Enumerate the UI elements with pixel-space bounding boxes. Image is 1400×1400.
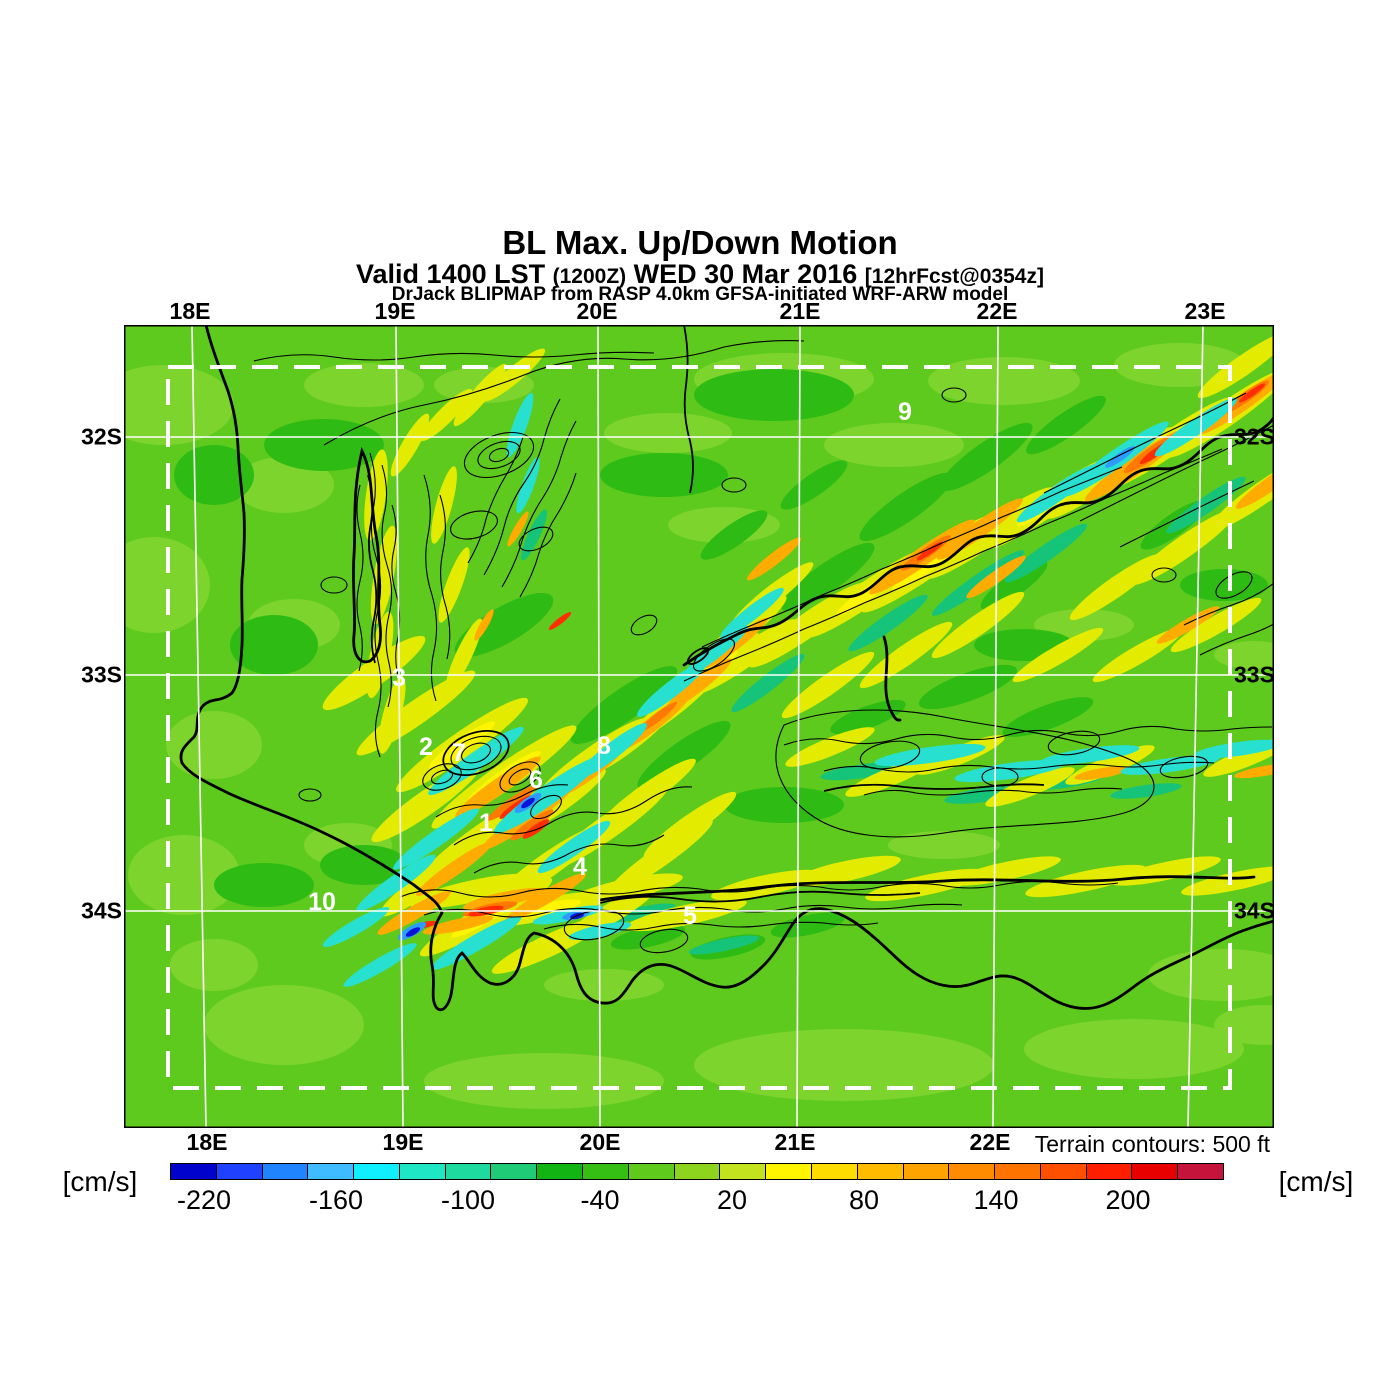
colorbar-segment bbox=[994, 1164, 1040, 1179]
colorbar-tick-label: 80 bbox=[848, 1185, 880, 1215]
latlon-grid bbox=[124, 324, 1274, 1129]
lon-label-top-22e: 22E bbox=[976, 298, 1018, 324]
lon-label-top-20e: 20E bbox=[576, 298, 618, 324]
lon-label-top-18e: 18E bbox=[169, 298, 211, 324]
colorbar-segment bbox=[171, 1164, 216, 1179]
colorbar-tick-label: -40 bbox=[580, 1185, 620, 1215]
lon-label-top-19e: 19E bbox=[374, 298, 416, 324]
colorbar-segment bbox=[215, 1164, 262, 1179]
colorbar-segment bbox=[810, 1164, 857, 1179]
colorbar-segment bbox=[856, 1164, 903, 1179]
map-frame: 1 2 3 4 5 6 7 8 9 10 bbox=[94, 323, 1315, 1129]
forecast-tag: [12hrFcst@0354z] bbox=[864, 265, 1044, 288]
colorbar-segment bbox=[1177, 1164, 1223, 1179]
terrain-contours-thin bbox=[253, 340, 1289, 954]
colorbar-segment bbox=[444, 1164, 491, 1179]
model-line: DrJack BLIPMAP from RASP 4.0km GFSA-init… bbox=[391, 284, 1009, 305]
colorbar-segment bbox=[353, 1164, 399, 1179]
lat-label-right-34s: 34S bbox=[1234, 897, 1275, 924]
colorbar-segment bbox=[1131, 1164, 1178, 1179]
lat-label-left-32s: 32S bbox=[81, 423, 122, 450]
model-domain-outline bbox=[166, 365, 1232, 1090]
colorbar-tick-label: -100 bbox=[440, 1185, 496, 1215]
valid-time-line: Valid 1400 LST (1200Z) WED 30 Mar 2016 [… bbox=[0, 259, 1400, 290]
colorbar-segment bbox=[1039, 1164, 1086, 1179]
valid-zulu: (1200Z) bbox=[552, 265, 627, 288]
colorbar-unit-left: [cm/s] bbox=[62, 1166, 138, 1197]
cederberg-ridge bbox=[352, 446, 382, 664]
coastline bbox=[179, 323, 1276, 1012]
site-label-9: 9 bbox=[898, 398, 912, 426]
lat-label-right-33s: 33S bbox=[1234, 661, 1275, 688]
site-label-6: 6 bbox=[529, 766, 543, 794]
lon-label-top-21e: 21E bbox=[779, 298, 821, 324]
site-labels: 1 2 3 4 5 6 7 8 9 10 bbox=[308, 398, 912, 930]
colorbar-segment bbox=[1085, 1164, 1132, 1179]
colorbar-segment bbox=[582, 1164, 628, 1179]
lat-label-right-32s: 32S bbox=[1234, 423, 1275, 450]
terrain-note: Terrain contours: 500 ft bbox=[1034, 1131, 1270, 1157]
site-label-5: 5 bbox=[683, 902, 697, 930]
colorbar-segment bbox=[719, 1164, 766, 1179]
site-label-8: 8 bbox=[597, 732, 611, 760]
map-canvas: 1 2 3 4 5 6 7 8 9 10 bbox=[94, 323, 1315, 1129]
colorbar-segment bbox=[627, 1164, 674, 1179]
colorbar-segment bbox=[902, 1164, 949, 1179]
site-label-1: 1 bbox=[479, 809, 493, 837]
map-border bbox=[124, 325, 1274, 1128]
lon-label-bottom-22e: 22E bbox=[969, 1129, 1011, 1155]
page-title: BL Max. Up/Down Motion bbox=[502, 224, 898, 261]
colorbar-segment bbox=[536, 1164, 583, 1179]
terrain-contours-thick bbox=[179, 323, 1276, 1012]
lon-label-bottom-18e: 18E bbox=[186, 1129, 228, 1155]
colorbar-segment bbox=[948, 1164, 995, 1179]
colorbar-segment bbox=[398, 1164, 445, 1179]
colorbar-segment bbox=[490, 1164, 537, 1179]
lon-label-bottom-19e: 19E bbox=[382, 1129, 424, 1155]
lon-label-bottom-21e: 21E bbox=[774, 1129, 816, 1155]
lon-label-bottom-20e: 20E bbox=[579, 1129, 621, 1155]
colorbar-segments bbox=[170, 1163, 1224, 1180]
colorbar-segment bbox=[765, 1164, 811, 1179]
colorbar-tick-label: 20 bbox=[716, 1185, 748, 1215]
sink-moderate-patches bbox=[520, 476, 1246, 955]
colorbar-tick-label: 140 bbox=[973, 1185, 1019, 1215]
site-label-3: 3 bbox=[392, 664, 406, 692]
colorbar-segment bbox=[673, 1164, 720, 1179]
colorbar-tick-label: 200 bbox=[1105, 1185, 1151, 1215]
site-label-7: 7 bbox=[452, 739, 466, 767]
colorbar-unit-right: [cm/s] bbox=[1278, 1166, 1354, 1197]
lat-label-left-33s: 33S bbox=[81, 661, 122, 688]
site-label-10: 10 bbox=[308, 888, 336, 916]
lat-label-left-34s: 34S bbox=[81, 897, 122, 924]
site-label-2: 2 bbox=[419, 733, 433, 761]
colorbar-ticks: -220 -160 -100 -40 20 80 140 200 bbox=[0, 1185, 1400, 1219]
colorbar-segment bbox=[261, 1164, 308, 1179]
colorbar-segment bbox=[307, 1164, 354, 1179]
colorbar-tick-label: -160 bbox=[308, 1185, 364, 1215]
valid-date: WED 30 Mar 2016 bbox=[626, 259, 865, 289]
site-label-4: 4 bbox=[573, 853, 587, 881]
valid-prefix: Valid 1400 LST bbox=[356, 259, 553, 289]
lon-label-top-23e: 23E bbox=[1184, 298, 1226, 324]
colorbar-tick-label: -220 bbox=[176, 1185, 232, 1215]
